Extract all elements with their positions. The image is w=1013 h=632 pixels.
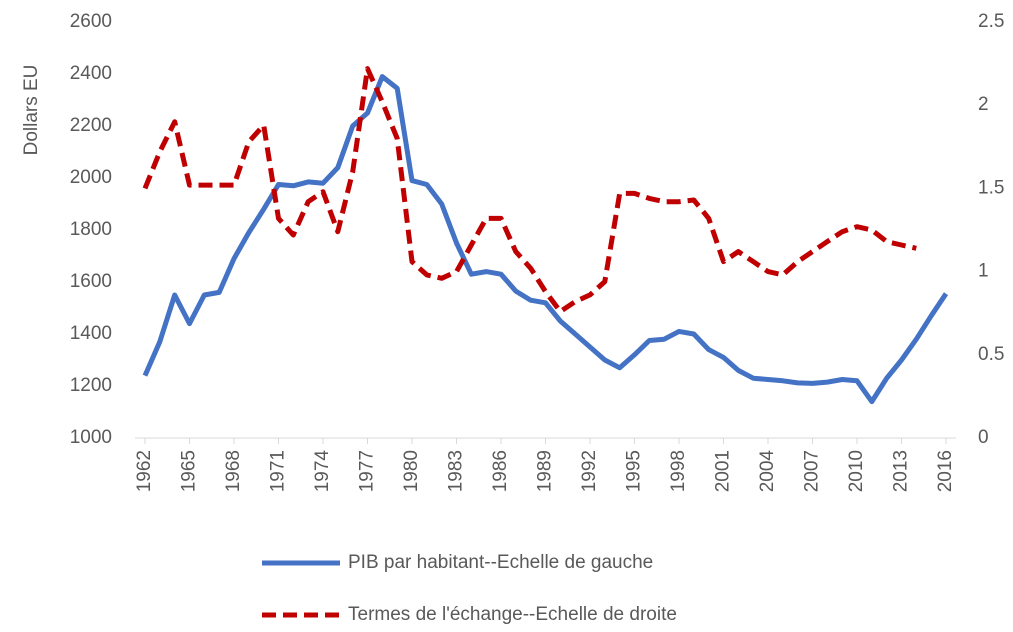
x-tick-label: 1980 (401, 450, 422, 492)
y2-tick-label: 2.5 (978, 11, 1004, 32)
x-tick-label: 1977 (357, 450, 378, 492)
y-tick-label: 2000 (70, 167, 112, 188)
x-tick-label: 2004 (757, 450, 778, 493)
y-tick-label: 2200 (70, 115, 112, 136)
y-tick-label: 1200 (70, 375, 112, 396)
x-tick-label: 1962 (134, 450, 155, 492)
x-tick-label: 2007 (802, 450, 823, 492)
series-line (142, 66, 917, 314)
legend-label: PIB par habitant--Echelle de gauche (348, 552, 653, 573)
x-tick-label: 2010 (846, 450, 867, 492)
x-tick-label: 1971 (268, 450, 289, 492)
x-tick-label: 2016 (935, 450, 956, 492)
y2-tick-label: 2 (978, 94, 989, 115)
y-tick-label: 1400 (70, 323, 112, 344)
y2-tick-label: 0.5 (978, 344, 1004, 365)
y-tick-label: 2400 (70, 63, 112, 84)
series-line (142, 74, 949, 405)
y-tick-label: 2600 (70, 11, 112, 32)
y-axis-label: Dollars EU (21, 65, 42, 156)
x-tick-label: 1995 (624, 450, 645, 492)
x-tick-label: 1968 (223, 450, 244, 492)
legend-label: Termes de l'échange--Echelle de droite (348, 604, 677, 625)
x-tick-label: 2013 (891, 450, 912, 492)
x-tick-label: 1992 (579, 450, 600, 492)
x-tick-label: 1986 (490, 450, 511, 492)
x-tick-label: 1965 (179, 450, 200, 492)
y-tick-label: 1600 (70, 271, 112, 292)
x-tick-label: 1989 (535, 450, 556, 492)
y2-tick-label: 1 (978, 261, 989, 282)
y-tick-label: 1000 (70, 427, 112, 448)
x-tick-label: 1974 (312, 450, 333, 493)
y-tick-label: 1800 (70, 219, 112, 240)
x-tick-label: 1998 (668, 450, 689, 492)
y2-tick-label: 1.5 (978, 177, 1004, 198)
x-tick-label: 2001 (713, 450, 734, 492)
x-tick-label: 1983 (446, 450, 467, 492)
y2-tick-label: 0 (978, 427, 989, 448)
